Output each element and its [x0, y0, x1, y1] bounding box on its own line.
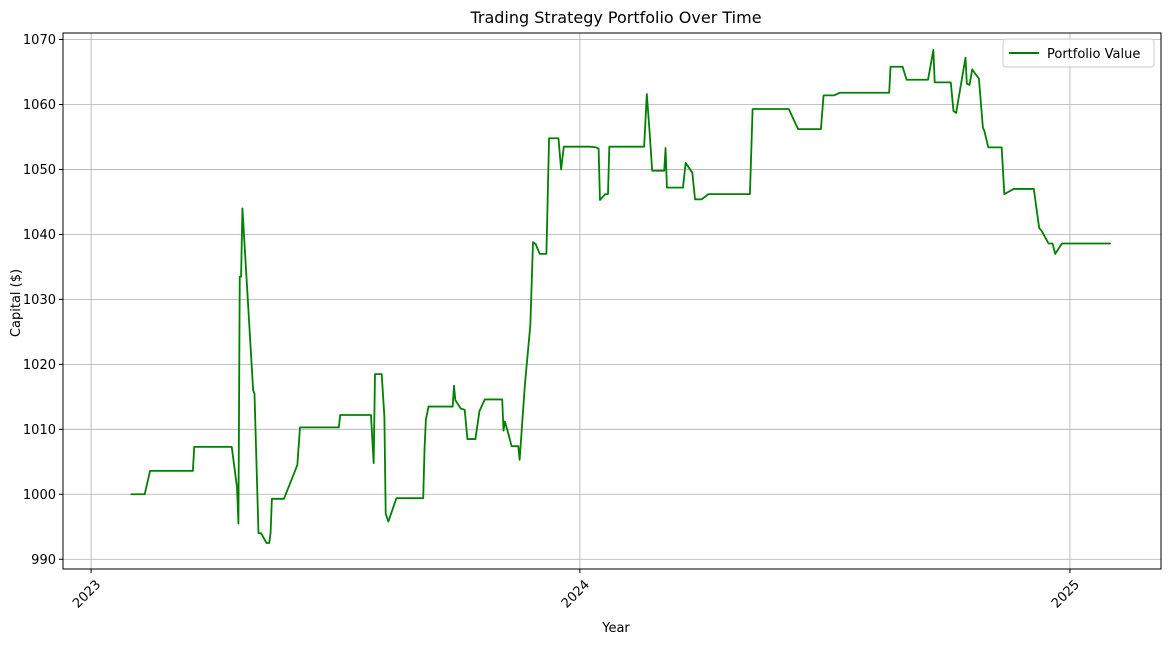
y-tick-label: 1040 [23, 228, 56, 243]
y-axis-title: Capital ($) [9, 269, 24, 337]
y-tick-label: 990 [31, 553, 56, 568]
chart-title: Trading Strategy Portfolio Over Time [469, 8, 761, 27]
y-tick-label: 1000 [23, 488, 56, 503]
y-tick-label: 1050 [23, 163, 56, 178]
y-tick-label: 1060 [23, 98, 56, 113]
series-line-portfolio-value [130, 48, 1112, 544]
y-tick-label: 1070 [23, 33, 56, 48]
y-tick-label: 1010 [23, 423, 56, 438]
y-tick-label: 1030 [23, 293, 56, 308]
legend-label: Portfolio Value [1047, 47, 1140, 62]
x-axis-title: Year [601, 621, 630, 636]
legend-box [1002, 38, 1155, 68]
plot-layer [130, 48, 1112, 544]
legend: Portfolio Value [1002, 38, 1155, 68]
y-tick-label: 1020 [23, 358, 56, 373]
plot-frame [62, 32, 1162, 570]
grid-layer [63, 33, 1161, 569]
